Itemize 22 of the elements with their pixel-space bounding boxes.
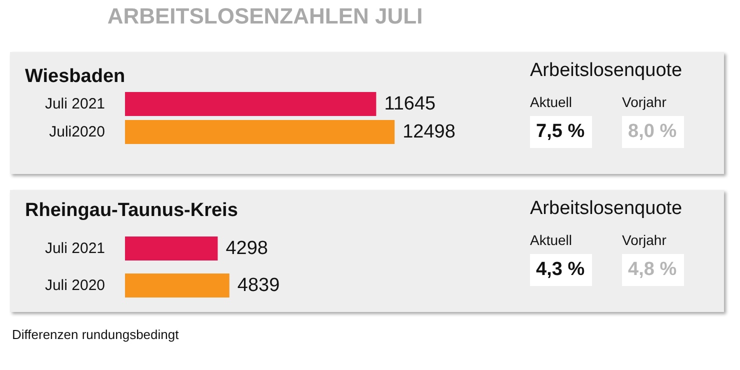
text: Aktuell [530,94,572,110]
data-label: 12498 [402,122,456,142]
text: 4,8 % [628,259,677,281]
y-tick-label: Juli 2020 [44,277,105,294]
y-tick-label: Juli2020 [49,124,105,140]
text: Vorjahr [622,232,666,248]
chart-title: ARBEITSLOSENZAHLEN JULI [107,4,423,28]
data-label: 4839 [237,275,280,296]
text: Aktuell [530,232,572,248]
data-label: 11645 [384,94,436,114]
text: Arbeitslosenquote [530,60,682,82]
y-tick-label: Juli 2021 [44,96,105,112]
data-label: 4298 [226,238,268,259]
text: 8,0 % [628,121,677,143]
text: Arbeitslosenquote [530,198,682,220]
text: Vorjahr [622,94,666,110]
chart-subtitle: Wiesbaden [25,66,126,87]
text: 4,3 % [536,259,585,281]
y-tick-label: Juli 2021 [44,240,105,257]
text: Differenzen rundungsbedingt [12,327,179,342]
text: 7,5 % [536,121,585,143]
chart-title: Rheingau-Taunus-Kreis [25,200,238,221]
